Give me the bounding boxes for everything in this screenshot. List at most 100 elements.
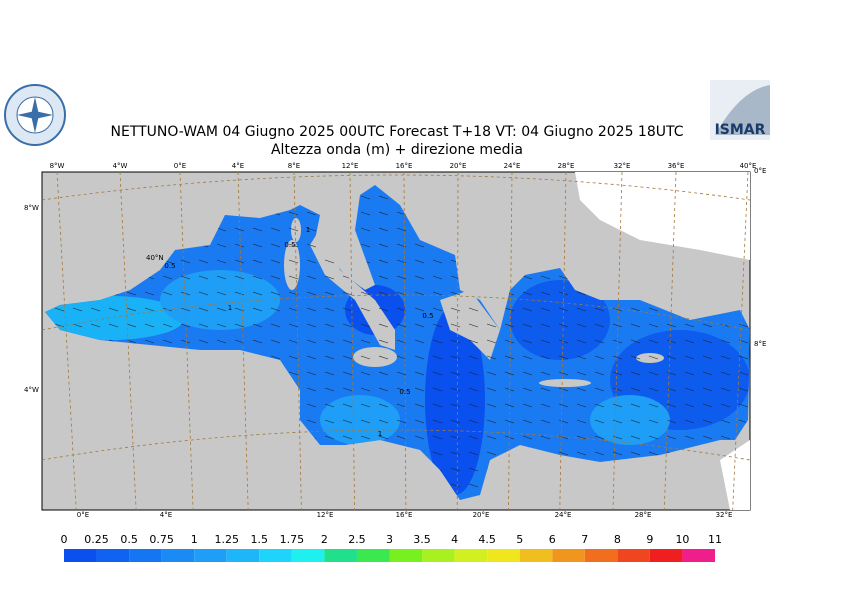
lon-label: 24°E (504, 162, 521, 170)
arrow (630, 451, 641, 456)
arrow (414, 243, 425, 248)
lon-label: 40°E (740, 162, 757, 170)
arrow (378, 259, 389, 264)
arrow (360, 419, 371, 424)
meridian (663, 171, 677, 511)
arrow (558, 435, 569, 440)
arrow (306, 371, 317, 376)
arrow (396, 371, 407, 376)
arrow (342, 355, 353, 360)
arrow (594, 403, 605, 408)
arrow (360, 323, 371, 328)
arrow (198, 339, 209, 344)
arrow (306, 227, 317, 232)
arrow (630, 403, 641, 408)
arrow (720, 355, 731, 360)
arrow (738, 355, 749, 360)
arrow (540, 307, 551, 312)
arrow (378, 211, 389, 216)
legend-swatch (584, 549, 618, 562)
arrow (396, 275, 407, 280)
legend-swatch (96, 549, 130, 562)
arrow (72, 323, 83, 328)
arrow (612, 371, 623, 376)
arrow (180, 275, 191, 280)
arrow (252, 339, 263, 344)
arrow (702, 403, 713, 408)
arrow (396, 435, 407, 440)
arrow (270, 291, 281, 296)
arrow (396, 227, 407, 232)
arrow (504, 419, 515, 424)
arrow (540, 419, 551, 424)
arrow (504, 403, 515, 408)
arrow (738, 371, 749, 376)
arrow (558, 371, 569, 376)
arrow (324, 371, 335, 376)
arrow (396, 387, 407, 392)
arrow (630, 355, 641, 360)
arrow (270, 355, 281, 360)
arrow (594, 339, 605, 344)
arrow (648, 323, 659, 328)
arrow (486, 323, 497, 328)
arrow (666, 403, 677, 408)
arrow (306, 339, 317, 344)
arrow (108, 307, 119, 312)
lon-label: 36°E (668, 162, 685, 170)
legend-swatch (129, 549, 162, 562)
meridian (119, 171, 137, 511)
arrow (378, 227, 389, 232)
arrow (540, 355, 551, 360)
arrow (306, 275, 317, 280)
lon-label: 20°E (450, 162, 467, 170)
legend-label: 0 (61, 533, 68, 546)
arrow (414, 323, 425, 328)
arrow (558, 275, 569, 280)
arrow (468, 387, 479, 392)
arrow (126, 291, 137, 296)
arrow (666, 435, 677, 440)
lon-label: 12°E (342, 162, 359, 170)
arrow (216, 339, 227, 344)
arrow (684, 371, 695, 376)
legend-label: 5 (516, 533, 523, 546)
arrow (432, 419, 443, 424)
arrow (414, 371, 425, 376)
arrow (540, 275, 551, 280)
lat-label: 0°E (754, 167, 766, 175)
arrow (684, 387, 695, 392)
arrow (90, 307, 101, 312)
arrow (630, 419, 641, 424)
arrow (432, 339, 443, 344)
legend-label: 1.75 (280, 533, 305, 546)
arrow (648, 435, 659, 440)
arrow (234, 243, 245, 248)
arrow (360, 371, 371, 376)
arrow (252, 259, 263, 264)
arrow (234, 323, 245, 328)
arrow (234, 339, 245, 344)
arrow (54, 323, 65, 328)
arrow (126, 323, 137, 328)
arrow (684, 323, 695, 328)
arrow (270, 323, 281, 328)
legend-label: 0.75 (149, 533, 174, 546)
lon-label: 4°W (113, 162, 128, 170)
legend-label: 2 (321, 533, 328, 546)
arrow (162, 275, 173, 280)
arrow (702, 387, 713, 392)
arrow (342, 307, 353, 312)
arrow (234, 227, 245, 232)
legend-swatch (356, 549, 390, 562)
legend-label: 0.25 (84, 533, 109, 546)
arrow (414, 419, 425, 424)
arrow (396, 339, 407, 344)
contour-label: 0.5 (164, 262, 175, 270)
contour-label: 1 (378, 430, 382, 438)
arrow (540, 291, 551, 296)
lon-label: 8°W (50, 162, 65, 170)
arrow (288, 355, 299, 360)
legend-label: 1.25 (215, 533, 240, 546)
